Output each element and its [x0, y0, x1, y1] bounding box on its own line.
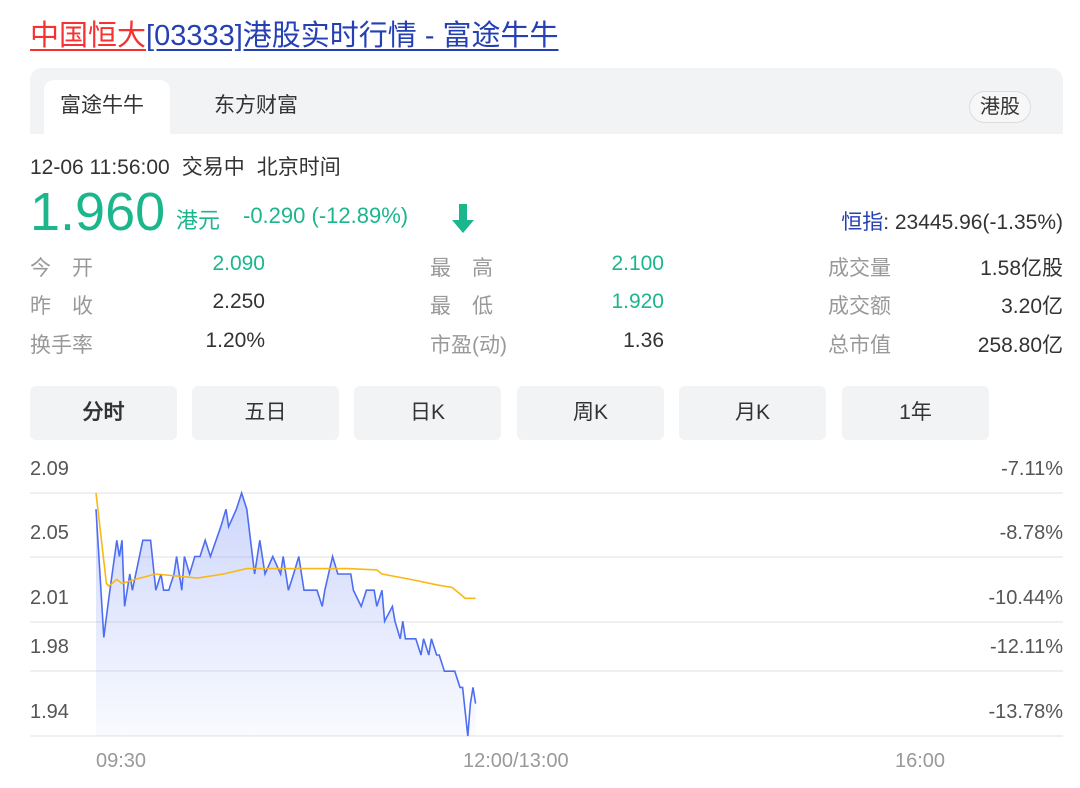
x-tick: 12:00/13:00: [463, 750, 569, 772]
y-tick-right: -10.44%: [988, 587, 1064, 609]
x-tick: 09:30: [96, 750, 147, 772]
title-highlight[interactable]: 中国恒大: [30, 20, 147, 52]
stat-label: 今 开: [30, 257, 93, 280]
stat-label: 总市值: [828, 334, 891, 357]
stat-value: 1.58亿股: [980, 257, 1063, 280]
market-badge[interactable]: 港股: [969, 91, 1031, 123]
y-tick-right: -8.78%: [999, 522, 1063, 544]
y-tick-right: -13.78%: [988, 701, 1064, 723]
timezone: 北京时间: [256, 156, 341, 179]
price-change: -0.290 (-12.89%): [243, 203, 409, 228]
stat-value: 2.090: [212, 252, 265, 275]
stat-value: 1.920: [611, 290, 664, 313]
y-tick-left: 1.98: [30, 636, 69, 658]
stat-value: 2.100: [611, 252, 664, 275]
result-title-link[interactable]: 中国恒大[03333]港股实时行情 - 富途牛牛: [30, 16, 559, 56]
period-tab[interactable]: 1年: [842, 386, 989, 440]
stat-label: 最 高: [430, 257, 493, 280]
currency: 港元: [176, 208, 221, 233]
stat-label: 换手率: [30, 334, 93, 357]
quote-datetime: 12-06 11:56:00: [30, 156, 170, 179]
index-value: : 23445.96(-1.35%): [883, 211, 1063, 234]
period-tab[interactable]: 日K: [354, 386, 501, 440]
x-tick: 16:00: [895, 750, 946, 772]
price-area: [96, 493, 476, 736]
source-tab-bar: 富途牛牛 东方财富 港股: [30, 68, 1063, 134]
stat-label: 最 低: [430, 295, 493, 318]
period-tab[interactable]: 月K: [679, 386, 826, 440]
stat-value: 2.250: [212, 290, 265, 313]
tab-eastmoney[interactable]: 东方财富: [214, 94, 298, 117]
stat-label: 成交额: [828, 295, 891, 318]
y-tick-right: -7.11%: [1001, 458, 1063, 480]
period-tab[interactable]: 分时: [30, 386, 177, 440]
y-tick-left: 1.94: [30, 701, 69, 723]
period-tab[interactable]: 五日: [192, 386, 339, 440]
stat-label: 成交量: [828, 257, 891, 280]
period-tab[interactable]: 周K: [517, 386, 664, 440]
stat-label: 昨 收: [30, 295, 93, 318]
stat-value: 1.20%: [205, 329, 265, 352]
index-name[interactable]: 恒指: [841, 211, 884, 234]
y-tick-right: -12.11%: [989, 636, 1063, 658]
y-tick-left: 2.01: [30, 587, 69, 609]
tab-futu[interactable]: 富途牛牛: [44, 80, 170, 134]
y-tick-left: 2.09: [30, 458, 69, 480]
quote-status: 12-06 11:56:00 交易中 北京时间: [30, 151, 353, 181]
trading-state: 交易中: [181, 156, 245, 179]
stat-label: 市盈(动): [430, 334, 507, 357]
average-price-line: [95, 492, 476, 600]
hang-seng-index[interactable]: 恒指: 23445.96(-1.35%): [841, 206, 1063, 236]
stat-value: 258.80亿: [977, 334, 1063, 357]
current-price: 1.960: [30, 182, 166, 242]
arrow-down-icon: [450, 204, 476, 239]
title-rest[interactable]: [03333]港股实时行情 - 富途牛牛: [146, 20, 559, 52]
stat-value: 1.36: [623, 329, 664, 352]
stat-value: 3.20亿: [1001, 295, 1063, 318]
y-tick-left: 2.05: [30, 522, 69, 544]
